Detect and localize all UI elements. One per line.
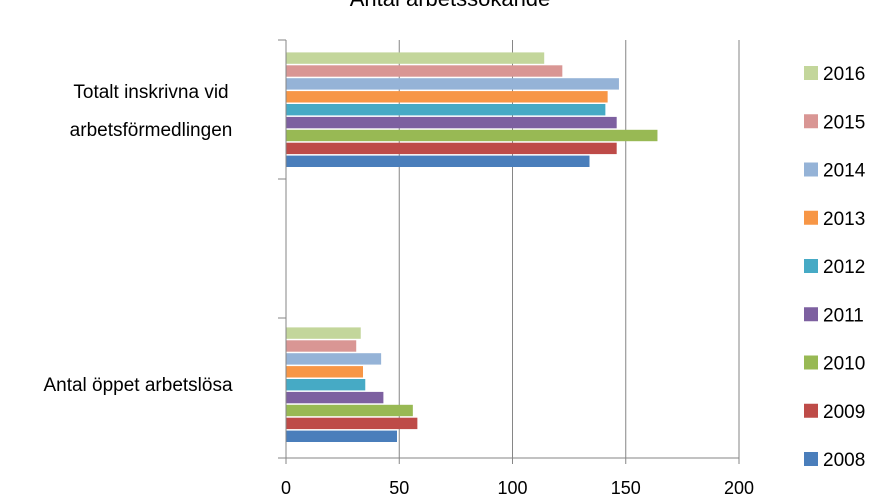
legend-label: 2010 xyxy=(823,354,865,375)
category-labels: Totalt inskrivna vid arbetsförmedlingen An… xyxy=(43,82,233,396)
legend-label: 2016 xyxy=(823,64,865,85)
chart-title: Antal arbetssökande xyxy=(350,0,551,11)
bar-2016-totalt xyxy=(286,52,545,64)
bar-2014-oppet xyxy=(286,353,382,365)
x-tick-labels: 0 50 100 150 200 xyxy=(281,478,754,498)
category-label: Totalt inskrivna vid xyxy=(73,82,228,103)
legend-label: 2008 xyxy=(823,450,865,471)
legend-swatch xyxy=(804,114,818,129)
legend-label: 2015 xyxy=(823,112,865,133)
bar-2011-oppet xyxy=(286,391,384,404)
bar-2010-totalt xyxy=(286,129,658,142)
legend-label: 2012 xyxy=(823,257,865,278)
bar-2016-oppet xyxy=(286,327,361,339)
category-label: Antal öppet arbetslösa xyxy=(43,375,233,396)
legend-label: 2009 xyxy=(823,402,865,423)
x-tick-label: 150 xyxy=(611,478,641,498)
bar-2013-oppet xyxy=(286,366,364,378)
legend-swatch xyxy=(804,355,818,370)
bar-2008-totalt xyxy=(286,155,590,167)
bar-2015-totalt xyxy=(286,65,563,77)
legend-label: 2011 xyxy=(823,305,864,326)
bar-2009-totalt xyxy=(286,142,617,155)
legend-swatch xyxy=(804,66,818,80)
x-tick-label: 100 xyxy=(497,478,527,498)
legend-swatch xyxy=(804,452,818,466)
bar-2009-oppet xyxy=(286,417,418,430)
legend-label: 2013 xyxy=(823,209,865,230)
category-label: arbetsförmedlingen xyxy=(70,120,233,141)
x-tick-label: 0 xyxy=(281,478,291,498)
legend-swatch xyxy=(804,259,818,273)
bar-2008-oppet xyxy=(286,430,397,442)
bar-2014-totalt xyxy=(286,78,619,90)
legend-label: 2014 xyxy=(823,161,866,182)
bar-2011-totalt xyxy=(286,116,617,129)
legend-swatch xyxy=(804,403,818,418)
legend-swatch xyxy=(804,307,818,322)
bar-2015-oppet xyxy=(286,340,357,352)
legend: 2016 2015 2014 2013 2012 2011 2010 2009 2008 xyxy=(804,64,866,471)
x-tick-label: 200 xyxy=(724,478,754,498)
axes xyxy=(278,39,739,459)
bar-2012-oppet xyxy=(286,379,366,391)
legend-swatch xyxy=(804,162,818,177)
bar-2013-totalt xyxy=(286,91,608,103)
x-tick-label: 50 xyxy=(389,478,409,498)
bar-2012-totalt xyxy=(286,104,606,116)
bars xyxy=(286,52,658,442)
legend-swatch xyxy=(804,210,818,225)
bar-2010-oppet xyxy=(286,404,413,417)
